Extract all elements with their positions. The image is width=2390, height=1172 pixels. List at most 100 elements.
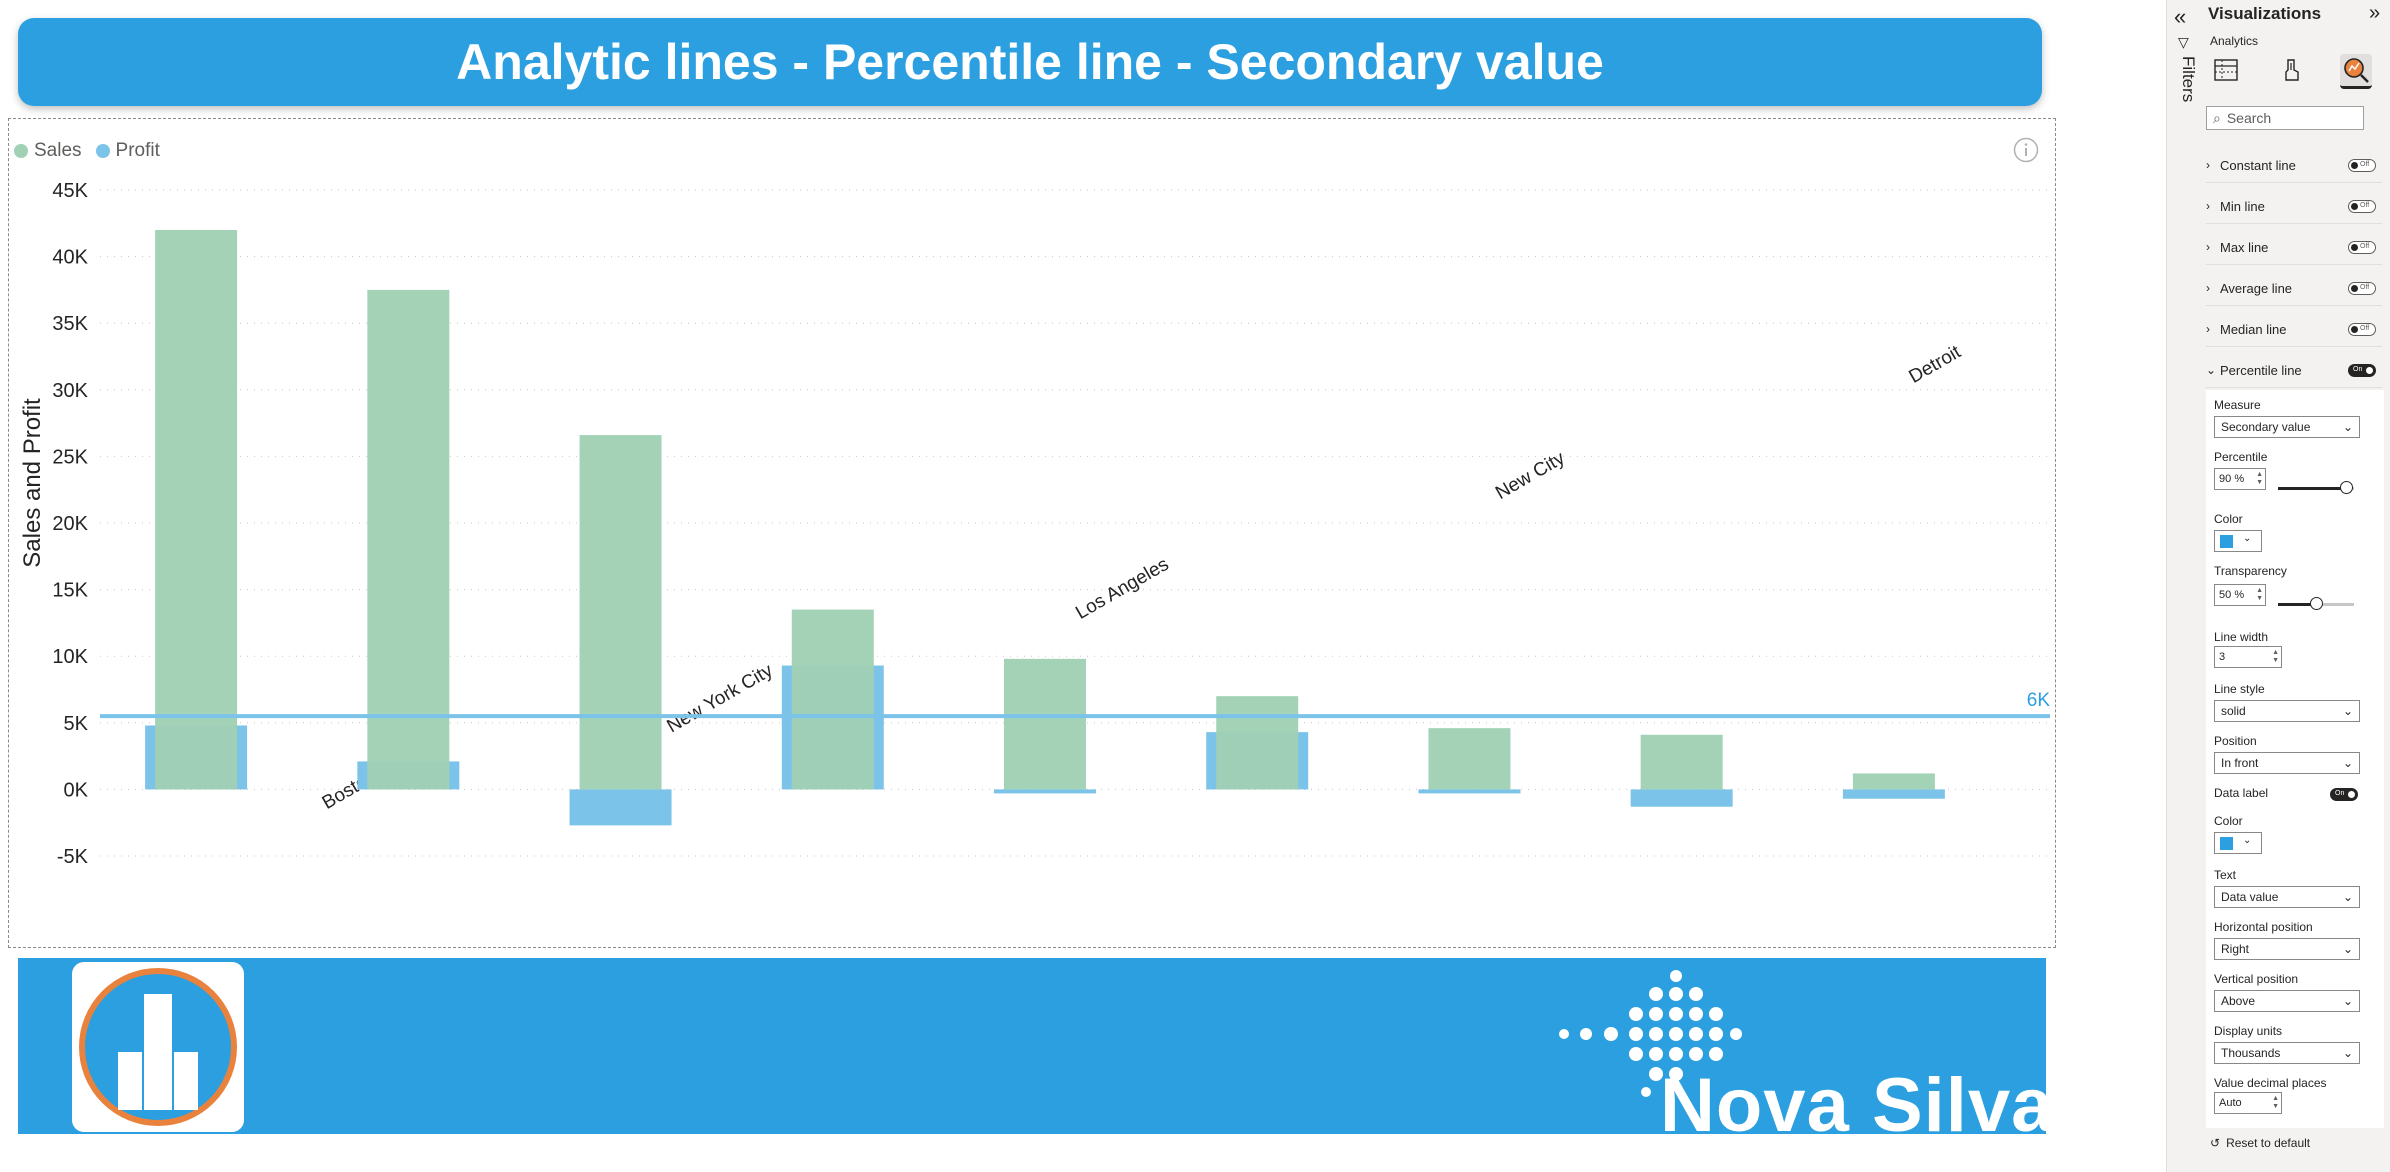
y-tick-label: -5K [57, 846, 89, 868]
transparency-stepper[interactable]: 50 % ▲ ▼ [2214, 584, 2266, 606]
chevron-down-icon: ⌄ [2243, 533, 2252, 544]
bar-sales-7 [1640, 734, 1723, 790]
color-swatch [2220, 535, 2233, 548]
stepper-arrows-icon[interactable]: ▲ ▼ [2272, 649, 2279, 664]
bar-profit-6 [1418, 789, 1521, 794]
percentile-label: Percentile [2214, 450, 2268, 464]
stepper-arrows-icon[interactable]: ▲ ▼ [2256, 471, 2263, 486]
filters-label[interactable]: Filters [2179, 56, 2198, 103]
constant-line-toggle[interactable]: Off [2348, 158, 2376, 172]
y-tick-label: 5K [64, 713, 89, 735]
x-tick-label: New York City [664, 660, 777, 738]
section-median-line[interactable]: › Median line Off [2206, 312, 2382, 347]
section-average-line[interactable]: › Average line Off [2206, 271, 2382, 306]
text-label: Text [2214, 868, 2237, 882]
reset-icon: ↺ [2210, 1136, 2221, 1150]
search-input[interactable]: ⌕ Search [2206, 106, 2364, 130]
x-tick-label: New City [1492, 448, 1569, 504]
position-value: In front [2221, 756, 2259, 770]
search-icon: ⌕ [2213, 109, 2221, 126]
format-paintbrush-icon[interactable] [2276, 54, 2308, 86]
funnel-icon: ▽ [2178, 34, 2189, 50]
vertical-position-value: Above [2221, 994, 2256, 1008]
bar-sales-2 [579, 435, 662, 790]
info-icon[interactable] [2013, 137, 2039, 163]
build-visual-icon[interactable] [2210, 54, 2242, 86]
analytics-magnifier-icon [2344, 58, 2369, 83]
bar-sales-5 [1216, 696, 1299, 790]
bar-sales-8 [1852, 773, 1935, 790]
section-max-line[interactable]: › Max line Off [2206, 230, 2382, 265]
filters-pane-collapsed[interactable] [2166, 0, 2203, 1172]
line-width-stepper[interactable]: 3 ▲ ▼ [2214, 646, 2282, 668]
collapse-left-icon[interactable]: « [2174, 4, 2187, 29]
bar-sales-4 [1004, 658, 1086, 790]
measure-dropdown[interactable]: Secondary value ⌄ [2214, 416, 2360, 438]
average-line-toggle[interactable]: Off [2348, 281, 2376, 295]
min-line-toggle[interactable]: Off [2348, 199, 2376, 213]
bar-profit-4 [994, 789, 1096, 794]
decimal-places-label: Value decimal places [2214, 1076, 2327, 1090]
chevron-down-icon: ⌄ [2342, 890, 2353, 904]
bar-profit-7 [1630, 789, 1733, 807]
transparency-value: 50 [2219, 589, 2232, 601]
bar-sales-0 [155, 229, 238, 790]
decimal-places-stepper[interactable]: Auto ▲ ▼ [2214, 1092, 2282, 1114]
line-color-label: Color [2214, 512, 2243, 526]
expand-right-icon[interactable]: » [2369, 2, 2381, 24]
percentile-stepper[interactable]: 90 % ▲ ▼ [2214, 468, 2266, 490]
legend-item-sales[interactable]: Sales [14, 140, 82, 162]
legend-dot-sales [14, 144, 28, 158]
decimal-places-value: Auto [2219, 1097, 2242, 1109]
section-label: Constant line [2220, 157, 2296, 173]
legend-item-profit[interactable]: Profit [95, 140, 160, 162]
transparency-slider[interactable] [2278, 597, 2354, 610]
horizontal-position-dropdown[interactable]: Right ⌄ [2214, 938, 2360, 960]
chart-visual-container[interactable] [8, 118, 2056, 948]
slider-handle[interactable] [2310, 597, 2323, 610]
x-tick-label: Los Angeles [1072, 554, 1172, 624]
line-color-picker[interactable]: ⌄ [2214, 530, 2262, 552]
y-tick-label: 30K [52, 380, 88, 402]
text-value: Data value [2221, 890, 2279, 904]
line-width-label: Line width [2214, 630, 2269, 644]
line-style-dropdown[interactable]: solid ⌄ [2214, 700, 2360, 722]
vertical-position-dropdown[interactable]: Above ⌄ [2214, 990, 2360, 1012]
brand-dots-icon [1559, 970, 1742, 1097]
percentile-line-toggle[interactable]: On [2348, 363, 2376, 377]
percentile-slider[interactable] [2278, 481, 2354, 494]
display-units-dropdown[interactable]: Thousands ⌄ [2214, 1042, 2360, 1064]
text-dropdown[interactable]: Data value ⌄ [2214, 886, 2360, 908]
pane-subtitle: Analytics [2210, 34, 2259, 48]
section-percentile-line[interactable]: ⌄ Percentile line On [2206, 353, 2382, 388]
stepper-arrows-icon[interactable]: ▲ ▼ [2272, 1095, 2279, 1110]
analytics-tab[interactable] [2340, 54, 2372, 89]
chart-legend: Sales Profit [14, 140, 160, 162]
section-constant-line[interactable]: › Constant line Off [2206, 148, 2382, 183]
reset-to-default-link[interactable]: ↺ Reset to default [2210, 1136, 2310, 1150]
chevron-down-icon: ⌄ [2206, 363, 2217, 377]
chevron-right-icon: › [2206, 199, 2210, 213]
max-line-toggle[interactable]: Off [2348, 240, 2376, 254]
x-tick-label: Detroit [1906, 341, 1966, 388]
section-min-line[interactable]: › Min line Off [2206, 189, 2382, 224]
position-dropdown[interactable]: In front ⌄ [2214, 752, 2360, 774]
title-banner: Analytic lines - Percentile line - Secon… [18, 18, 2042, 106]
data-label-toggle[interactable]: On [2330, 788, 2358, 801]
y-tick-label: 35K [52, 313, 88, 335]
horizontal-position-label: Horizontal position [2214, 920, 2313, 934]
transparency-unit: % [2234, 589, 2245, 601]
chevron-right-icon: › [2206, 158, 2210, 172]
slider-handle[interactable] [2340, 481, 2354, 494]
color-swatch [2220, 837, 2233, 850]
bar-sales-6 [1428, 728, 1511, 790]
label-color-picker[interactable]: ⌄ [2214, 832, 2262, 854]
y-tick-label: 45K [52, 180, 88, 202]
company-logo [72, 962, 244, 1132]
median-line-toggle[interactable]: Off [2348, 322, 2376, 336]
y-tick-label: 20K [52, 513, 88, 535]
search-placeholder: Search [2226, 110, 2272, 126]
stepper-arrows-icon[interactable]: ▲ ▼ [2256, 587, 2263, 602]
chevron-down-icon: ⌄ [2342, 994, 2353, 1008]
y-axis-title: Sales and Profit [19, 398, 46, 568]
